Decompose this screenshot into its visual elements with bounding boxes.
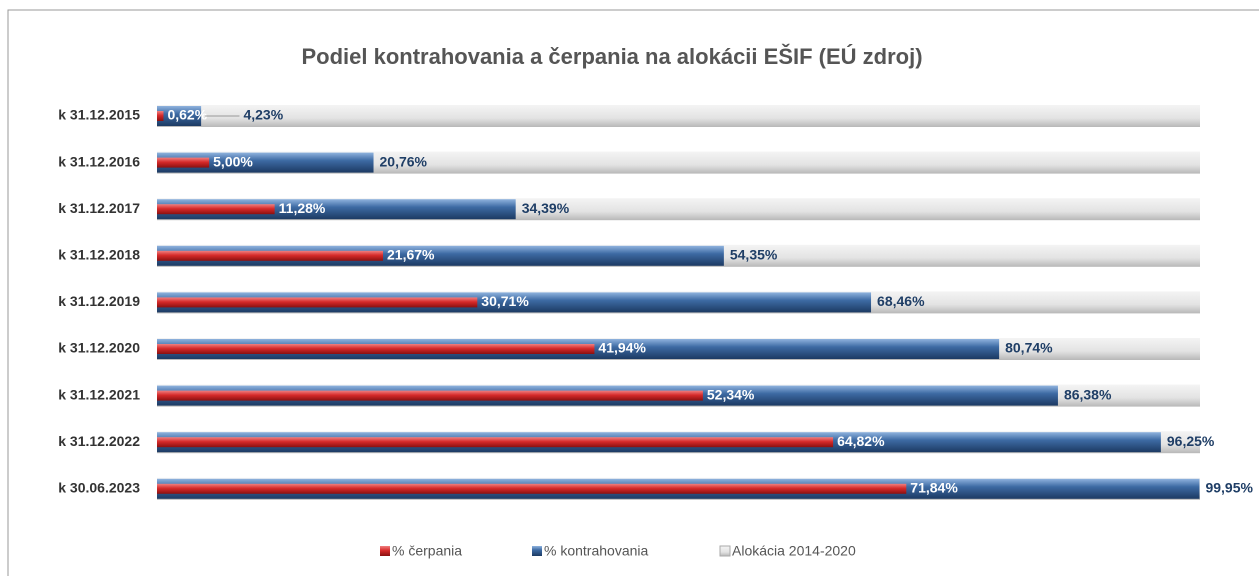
y-tick-label: k 31.12.2017 [58, 200, 140, 216]
bar [157, 111, 164, 121]
value-label: 71,84% [910, 480, 958, 496]
value-label: 30,71% [481, 293, 529, 309]
y-tick-label: k 31.12.2019 [58, 293, 140, 309]
bar [157, 483, 907, 494]
y-tick-label: k 31.12.2015 [58, 107, 140, 123]
value-label: 99,95% [1205, 480, 1253, 496]
y-tick-label: k 30.06.2023 [58, 480, 140, 496]
bar [157, 250, 384, 261]
chart-title: Podiel kontrahovania a čerpania na aloká… [301, 44, 922, 69]
bar [157, 157, 210, 168]
value-label: 20,76% [380, 153, 428, 169]
bar [157, 152, 374, 173]
y-tick-label: k 31.12.2020 [58, 340, 140, 356]
bar [157, 437, 834, 448]
value-label: 68,46% [877, 293, 925, 309]
bar [157, 105, 1200, 127]
value-label: 21,67% [387, 247, 435, 263]
bar [157, 344, 595, 354]
value-label: 5,00% [213, 153, 253, 169]
legend-swatch [380, 546, 390, 556]
value-label: 64,82% [837, 433, 885, 449]
y-tick-label: k 31.12.2018 [58, 247, 140, 263]
bar [157, 297, 478, 308]
legend-label: Alokácia 2014-2020 [732, 543, 856, 559]
legend-swatch [532, 546, 542, 556]
y-tick-label: k 31.12.2021 [58, 386, 140, 402]
value-label: 54,35% [730, 247, 778, 263]
value-label: 4,23% [243, 107, 283, 123]
value-label: 80,74% [1005, 340, 1053, 356]
legend-label: % kontrahovania [544, 543, 649, 559]
bar [157, 204, 275, 215]
legend-label: % čerpania [392, 543, 462, 559]
value-label: 52,34% [707, 386, 755, 402]
value-label: 0,62% [167, 107, 207, 123]
y-tick-label: k 31.12.2022 [58, 433, 140, 449]
y-tick-label: k 31.12.2016 [58, 153, 140, 169]
legend-swatch [719, 545, 731, 557]
bar [157, 106, 202, 126]
value-label: 34,39% [522, 200, 570, 216]
bar [157, 390, 703, 401]
value-label: 41,94% [598, 340, 646, 356]
value-label: 11,28% [279, 200, 326, 216]
value-label: 86,38% [1064, 386, 1112, 402]
value-label: 96,25% [1167, 433, 1215, 449]
bar [157, 151, 1200, 174]
